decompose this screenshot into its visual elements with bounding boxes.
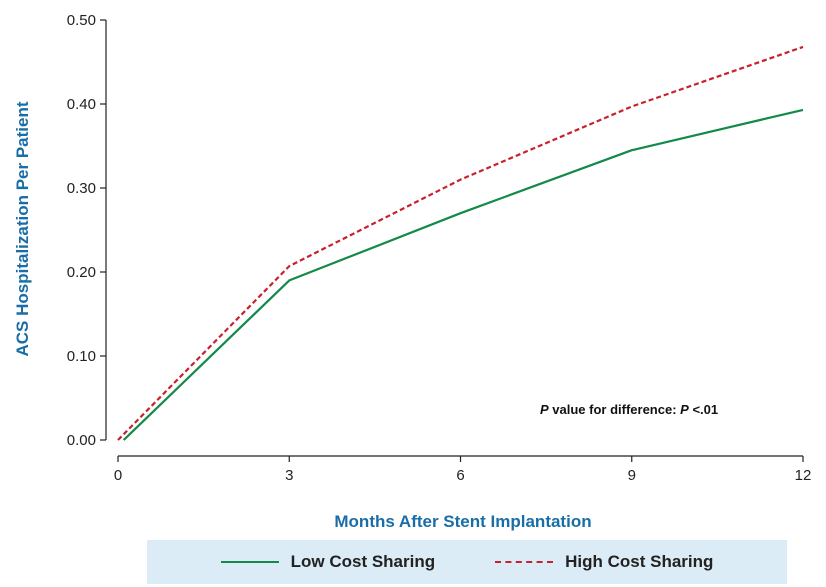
ticks: 0.00 0.10 0.20 0.30 0.40 0.50 0 3 6 9 12 xyxy=(67,12,812,484)
y-tick-label: 0.00 xyxy=(67,432,96,449)
x-axis-title: Months After Stent Implantation xyxy=(334,512,591,531)
p-label-2: P xyxy=(680,402,689,417)
legend: Low Cost Sharing High Cost Sharing xyxy=(147,540,787,584)
series-lines xyxy=(117,45,804,441)
p-label: P xyxy=(540,402,549,417)
p-value-text: <.01 xyxy=(689,402,718,417)
legend-swatch-high xyxy=(495,561,554,563)
y-tick-label: 0.20 xyxy=(67,264,96,281)
axes xyxy=(105,20,803,457)
y-axis-title: ACS Hospitalization Per Patient xyxy=(13,101,32,356)
x-tick-label: 3 xyxy=(285,467,293,484)
x-tick-label: 9 xyxy=(628,467,636,484)
series-line-low-cost-sharing xyxy=(122,108,804,441)
p-value-annotation: P value for difference: P <.01 xyxy=(540,402,718,417)
legend-label-high: High Cost Sharing xyxy=(565,552,714,571)
legend-item-high: High Cost Sharing xyxy=(495,552,713,572)
y-tick-label: 0.50 xyxy=(67,12,96,29)
series-line-high-cost-sharing xyxy=(117,45,804,441)
y-tick-label: 0.40 xyxy=(67,96,96,113)
legend-swatch-low xyxy=(220,561,279,563)
x-tick-label: 12 xyxy=(795,467,812,484)
x-tick-label: 6 xyxy=(456,467,464,484)
y-tick-label: 0.30 xyxy=(67,180,96,197)
line-chart: 0.00 0.10 0.20 0.30 0.40 0.50 0 3 6 9 12 Months Af… xyxy=(13,12,812,531)
legend-item-low: Low Cost Sharing xyxy=(220,552,436,572)
y-tick-label: 0.10 xyxy=(67,348,96,365)
legend-label-low: Low Cost Sharing xyxy=(290,552,436,571)
p-mid-text: value for difference: xyxy=(549,402,680,417)
x-tick-label: 0 xyxy=(114,467,122,484)
